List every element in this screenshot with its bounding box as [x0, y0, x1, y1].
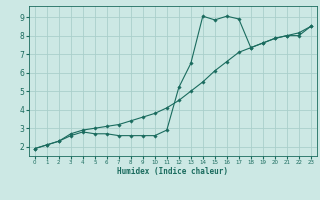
X-axis label: Humidex (Indice chaleur): Humidex (Indice chaleur): [117, 167, 228, 176]
